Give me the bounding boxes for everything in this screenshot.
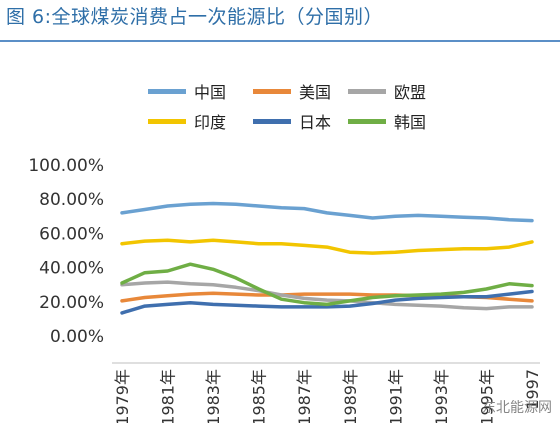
legend-swatch: [253, 118, 291, 124]
y-tick-label: 20.00%: [39, 293, 104, 313]
x-tick-label: 1993年: [432, 369, 451, 423]
series-line-日本: [120, 289, 534, 315]
x-tick-label: 1991年: [386, 369, 405, 423]
legend: 中国 美国 欧盟印度 日本 韩国: [148, 80, 448, 140]
x-tick-label: 1983年: [204, 369, 223, 423]
legend-swatch: [348, 118, 386, 124]
x-tick-label: 1981年: [159, 369, 178, 423]
x-tick-label: 1985年: [250, 369, 269, 423]
series-line-中国: [120, 201, 534, 223]
legend-label: 韩国: [394, 113, 427, 132]
y-tick-label: 0.00%: [50, 327, 104, 347]
legend-item: 中国: [148, 80, 226, 102]
y-tick-label: 60.00%: [39, 224, 104, 244]
legend-item: 印度: [148, 110, 226, 132]
legend-label: 欧盟: [394, 83, 427, 102]
series-group: [120, 201, 534, 315]
legend-swatch: [348, 88, 386, 94]
legend-swatch: [253, 88, 291, 94]
legend-label: 中国: [194, 83, 227, 102]
legend-label: 美国: [299, 83, 332, 102]
y-tick-label: 40.00%: [39, 259, 104, 279]
chart-title: 图 6:全球煤炭消费占一次能源比（分国别）: [6, 6, 384, 28]
legend-item: 美国: [253, 80, 331, 102]
series-line-欧盟: [120, 280, 534, 311]
legend-swatch: [148, 88, 186, 94]
x-tick-label: 1997: [523, 369, 542, 410]
x-tick-label: 1987年: [295, 369, 314, 423]
x-tick-label: 1995年: [477, 369, 496, 423]
x-axis: 1979年 1981年 1983年 1985年 1987年 1989年 1991年 1993年…: [112, 362, 542, 423]
legend-label: 印度: [194, 113, 227, 132]
series-line-韩国: [120, 262, 534, 307]
watermark-text: 东北能源网: [482, 400, 552, 416]
legend-label: 日本: [299, 113, 332, 132]
legend-item: 日本: [253, 110, 331, 132]
title-divider: [0, 40, 560, 42]
legend-item: 欧盟: [348, 80, 426, 102]
series-line-印度: [120, 238, 534, 255]
x-tick-label: 1979年: [113, 369, 132, 423]
legend-swatch: [148, 118, 186, 124]
x-tick-label: 1989年: [341, 369, 360, 423]
y-tick-label: 100.00%: [28, 156, 104, 176]
y-tick-label: 80.00%: [39, 190, 104, 210]
y-axis: 0.00% 20.00% 40.00% 60.00% 80.00% 100.00%: [28, 156, 104, 347]
legend-item: 韩国: [348, 110, 426, 132]
